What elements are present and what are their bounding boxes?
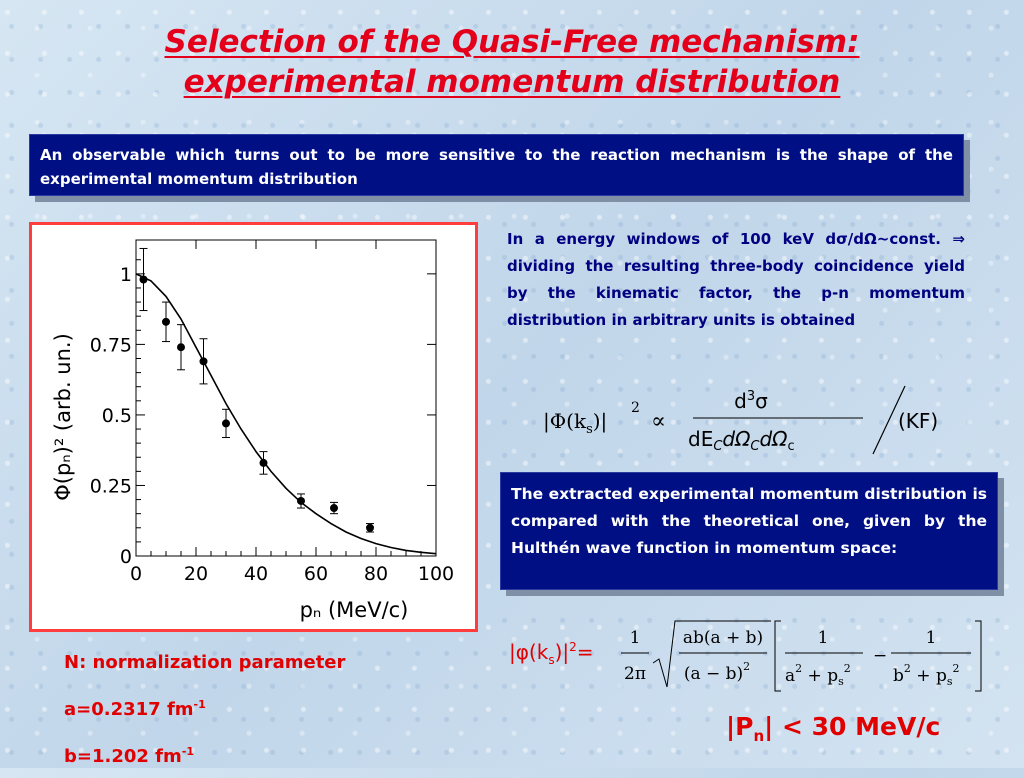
x-tick-label: 40 xyxy=(244,563,268,585)
data-point xyxy=(297,496,305,505)
eq-numerator: d3σ xyxy=(734,389,768,413)
param-n: N: normalization parameter xyxy=(64,652,346,673)
data-points-group xyxy=(139,247,374,533)
eq-ab-num: ab(a + b) xyxy=(683,628,763,648)
y-axis-label: Φ(pₙ)² (arb. un.) xyxy=(51,333,75,501)
eq-phi-exp: 2 xyxy=(631,400,640,416)
x-tick-label: 0 xyxy=(130,563,142,585)
x-tick-label: 20 xyxy=(184,563,208,585)
eq-frac1-den: a2 + ps2 xyxy=(785,662,851,688)
data-point xyxy=(366,523,374,532)
x-tick-label: 60 xyxy=(304,563,328,585)
data-point xyxy=(162,317,170,326)
hulthen-box: The extracted experimental momentum dist… xyxy=(500,472,998,590)
data-point xyxy=(177,343,185,352)
x-axis-label: pₙ (MeV/c) xyxy=(300,598,409,622)
x-tick-label: 80 xyxy=(364,563,388,585)
data-point xyxy=(199,357,208,366)
momentum-distribution-equation: |Φ(ks)| 2 ∝ d3σ dECdΩCdΩc (KF) xyxy=(543,385,938,455)
title-line-1: Selection of the Quasi-Free mechanism: xyxy=(164,24,860,60)
chart-svg: 0 20 40 60 80 100 0 0.25 0.5 0.75 1 Φ(pₙ)² (arb. u… xyxy=(51,239,454,622)
eq-frac2-den: b2 + ps2 xyxy=(893,662,959,688)
plot-border xyxy=(135,239,437,557)
title-line-2: experimental momentum distribution xyxy=(183,64,841,100)
data-point xyxy=(259,458,268,467)
eq-kf: (KF) xyxy=(898,409,938,433)
eq-minus: − xyxy=(873,646,887,666)
hulthen-curve-group xyxy=(135,273,437,555)
param-a: a=0.2317 fm-1 xyxy=(64,698,206,720)
hulthen-equation: |φ(ks)|2= 1 2π ab(a + b) (a − b)2 1 a2 +… xyxy=(509,620,982,692)
method-description: In a energy windows of 100 keV dσ/dΩ~con… xyxy=(507,230,965,329)
eq-one-b: 1 xyxy=(818,628,829,648)
eq-one-c: 1 xyxy=(926,628,937,648)
y-tick-label: 0.75 xyxy=(90,334,132,356)
data-point xyxy=(330,504,338,513)
page-title: Selection of the Quasi-Free mechanism: e… xyxy=(0,22,1024,102)
eq-hulthen-lhs: |φ(ks)|2= xyxy=(509,640,594,667)
fit-parameters: N: normalization parameter a=0.2317 fm-1… xyxy=(64,642,345,778)
eq-propto: ∝ xyxy=(651,409,666,434)
momentum-cut: |Pn| < 30 MeV/c xyxy=(726,712,941,745)
eq-ab-den: (a − b)2 xyxy=(684,660,750,684)
hulthen-curve-line xyxy=(135,273,437,555)
chart-axes: 0 20 40 60 80 100 0 0.25 0.5 0.75 1 xyxy=(90,239,454,585)
eq-two-pi: 2π xyxy=(624,664,646,684)
y-tick-label: 0 xyxy=(120,546,132,568)
y-tick-label: 0.25 xyxy=(90,475,132,497)
data-point xyxy=(139,275,148,284)
y-tick-label: 0.5 xyxy=(102,405,132,427)
x-tick-label: 100 xyxy=(418,563,454,585)
intro-box: An observable which turns out to be more… xyxy=(29,134,964,196)
eq-denominator: dECdΩCdΩc xyxy=(688,427,795,454)
data-point xyxy=(222,419,230,428)
param-b: b=1.202 fm-1 xyxy=(64,745,194,767)
eq-phi-lhs: |Φ(ks)| xyxy=(543,409,607,437)
momentum-distribution-plot: 0 20 40 60 80 100 0 0.25 0.5 0.75 1 Φ(pₙ)² (arb. u… xyxy=(29,222,478,632)
eq-one: 1 xyxy=(630,628,641,648)
y-tick-label: 1 xyxy=(120,264,132,286)
